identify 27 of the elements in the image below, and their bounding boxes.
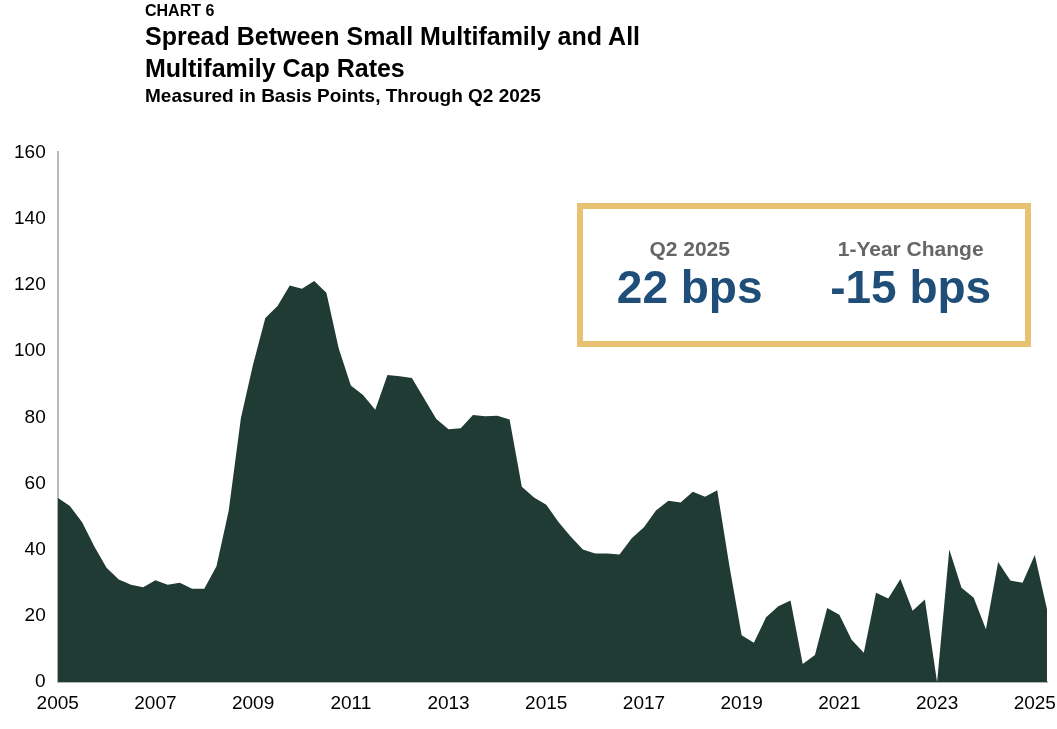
y-tick-label: 0 (35, 670, 46, 692)
x-tick-label: 2023 (915, 691, 959, 713)
annotation: 1-Year Change (836, 237, 985, 261)
annotation: Q2 2025 (648, 237, 731, 261)
chart-title: Spread Between Small Multifamily and All Multifamily Cap Rates (145, 21, 642, 84)
x-tick-label: 2009 (231, 691, 275, 713)
y-tick-label: 160 (14, 140, 46, 162)
x-tick-label: 2007 (134, 691, 177, 713)
x-tick-label: 2005 (36, 691, 79, 713)
x-tick-label: 2011 (330, 691, 372, 713)
y-tick-label: 100 (14, 339, 46, 361)
annotation: 22 bps (616, 261, 763, 313)
annotation: -15 bps (830, 261, 992, 313)
x-tick-label: 2013 (427, 691, 470, 713)
y-tick-label: 120 (14, 273, 46, 295)
y-tick-label: 80 (24, 405, 46, 427)
x-tick-label: 2025 (1013, 691, 1056, 713)
y-tick-label: 20 (24, 604, 46, 626)
caption: CHART 6 (145, 2, 216, 20)
x-tick-label: 2019 (720, 691, 763, 713)
y-tick-label: 140 (14, 206, 46, 228)
y-tick-label: 40 (24, 537, 46, 559)
y-tick-label: 60 (24, 471, 46, 493)
chart-subtitle: Measured in Basis Points, Through Q2 2025 (145, 84, 542, 108)
x-tick-label: 2021 (818, 691, 861, 713)
x-tick-label: 2015 (525, 691, 568, 713)
x-tick-label: 2017 (622, 691, 666, 713)
